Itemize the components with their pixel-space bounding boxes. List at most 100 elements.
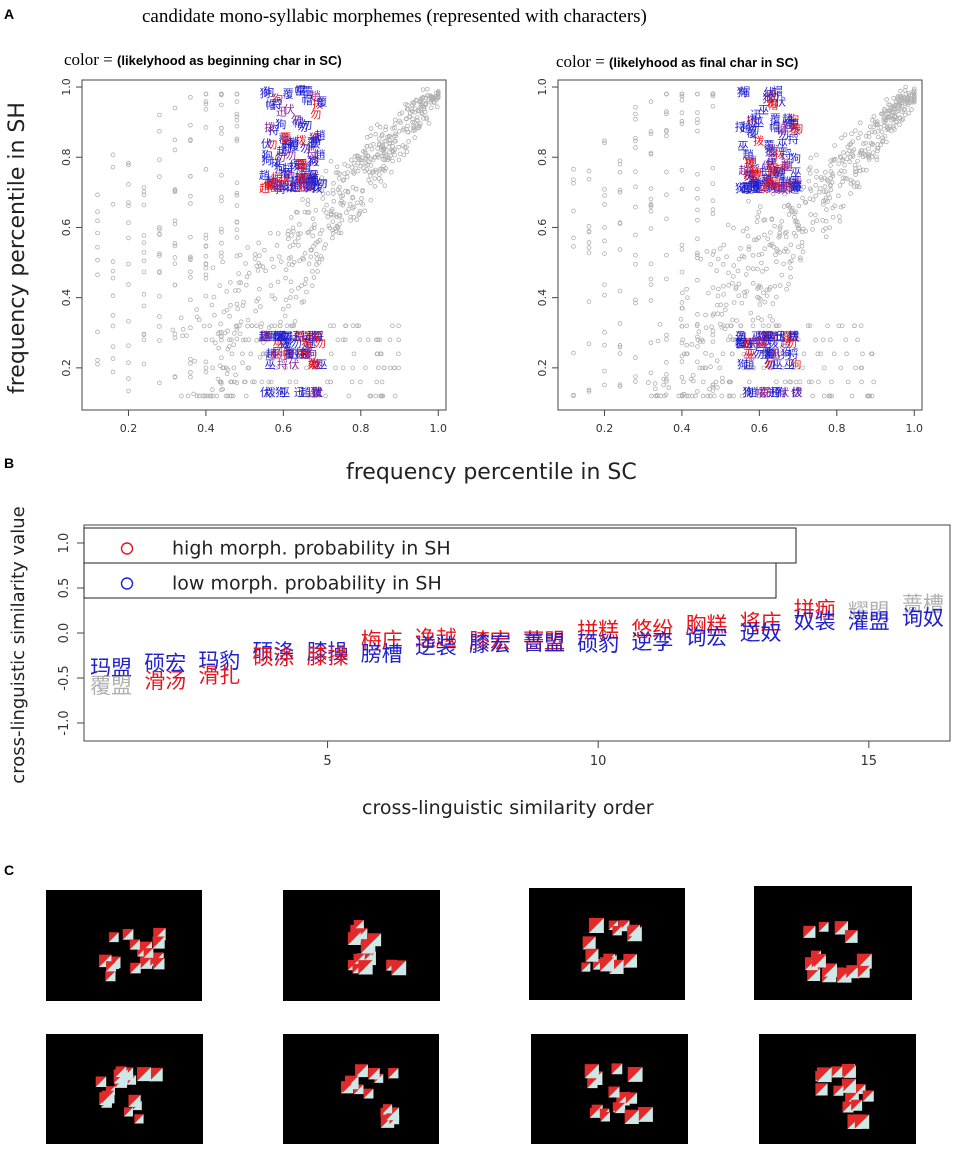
data-point — [770, 301, 776, 306]
data-point — [710, 328, 716, 334]
data-point — [313, 393, 318, 399]
data-point — [586, 168, 592, 174]
data-point — [287, 244, 293, 249]
data-point — [890, 104, 896, 110]
char-label: 捋 — [760, 164, 771, 178]
data-point — [110, 323, 116, 329]
data-point — [664, 169, 669, 175]
data-point — [188, 325, 193, 330]
data-point — [822, 184, 828, 189]
data-point — [228, 280, 233, 285]
char-label: 迅 — [304, 330, 315, 343]
data-point — [289, 323, 294, 329]
data-point — [320, 196, 326, 201]
data-point — [685, 295, 690, 300]
char-label: 狗 — [309, 132, 320, 145]
data-point — [777, 283, 783, 288]
data-point — [188, 193, 193, 199]
data-point — [768, 243, 774, 248]
data-point — [664, 376, 669, 382]
data-point — [203, 293, 209, 299]
data-point — [633, 300, 638, 306]
similarity-plot: cross-linguistic similarity value -1.0-0.… — [8, 506, 951, 784]
data-point — [810, 393, 815, 399]
data-point — [188, 269, 193, 275]
data-point — [340, 193, 346, 199]
data-point — [840, 157, 845, 162]
char-label: 帽 — [265, 178, 276, 191]
puzzle-wedge — [807, 968, 821, 982]
char-label: 覆 — [767, 153, 778, 166]
data-point — [379, 379, 385, 385]
data-point — [900, 97, 906, 103]
data-point — [723, 302, 729, 308]
data-point — [203, 167, 209, 172]
data-point — [903, 84, 909, 90]
data-point — [602, 342, 607, 348]
data-point — [764, 266, 769, 272]
data-point — [234, 117, 240, 123]
data-point — [234, 138, 240, 143]
char-label: 狗 — [792, 122, 803, 135]
char-label: 帽 — [299, 180, 310, 193]
data-point — [257, 253, 262, 258]
data-point — [842, 132, 848, 138]
data-point — [807, 165, 813, 170]
puzzle-wedge — [368, 933, 382, 947]
legend-marker — [120, 577, 134, 590]
data-point — [709, 353, 714, 358]
char-label: 捋 — [788, 346, 799, 360]
data-point — [356, 323, 362, 329]
char-label: 拨 — [279, 179, 290, 193]
char-label: 迅 — [735, 330, 746, 343]
data-point — [110, 356, 116, 361]
char-label: 拨 — [271, 155, 282, 169]
data-point — [227, 337, 232, 343]
data-point — [842, 169, 847, 174]
data-point — [828, 169, 834, 174]
data-point — [664, 192, 669, 197]
plot-frame — [557, 79, 923, 411]
data-point — [906, 110, 912, 116]
data-point — [347, 201, 353, 207]
char-pair-label: 拼痂 — [794, 598, 836, 622]
puzzle-wedge — [584, 1064, 599, 1079]
data-point — [381, 146, 387, 151]
char-label: 覆 — [743, 337, 754, 350]
char-label: 趙 — [743, 148, 754, 162]
char-label: 巫 — [753, 116, 764, 129]
data-point — [405, 123, 410, 129]
data-point — [829, 393, 834, 399]
char-label: 趙 — [300, 160, 311, 174]
data-point — [841, 150, 846, 155]
char-pair-label: 胸糕 — [685, 613, 727, 637]
char-label: 趙 — [314, 148, 325, 162]
data-point — [410, 102, 415, 108]
snake-puzzle-shape — [815, 1063, 874, 1130]
data-point — [379, 132, 385, 137]
char-label: 趙 — [782, 159, 793, 173]
char-label: 勿 — [735, 330, 746, 343]
data-point — [867, 393, 873, 399]
data-point — [383, 152, 388, 157]
char-label: 勿 — [275, 150, 286, 163]
data-point — [664, 127, 669, 133]
data-point — [185, 393, 191, 399]
y-tick-label: 0.6 — [60, 219, 73, 237]
puzzle-wedge — [380, 1114, 395, 1128]
data-point — [375, 351, 380, 357]
data-point — [228, 303, 233, 308]
data-point — [684, 323, 689, 329]
data-point — [252, 251, 258, 257]
data-point — [234, 227, 240, 233]
snake-puzzle-shape — [581, 918, 642, 975]
data-point — [704, 249, 710, 254]
puzzle-wedge — [358, 960, 373, 975]
data-point — [841, 203, 846, 209]
data-point — [750, 281, 756, 286]
data-point — [911, 99, 917, 105]
data-point — [710, 332, 716, 338]
data-point — [141, 292, 147, 297]
data-point — [157, 380, 162, 386]
data-point — [396, 129, 402, 134]
